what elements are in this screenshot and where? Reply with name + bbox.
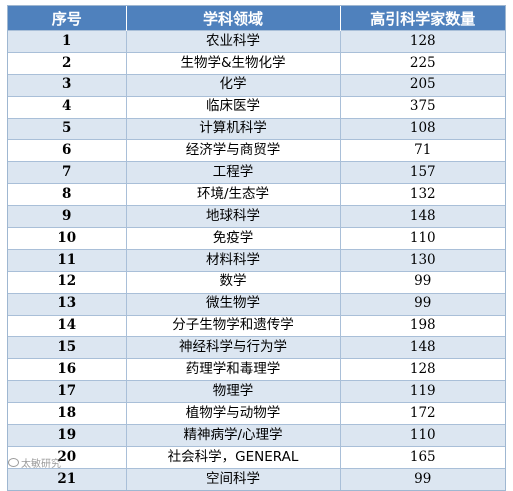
watermark-text: 太敏研究	[21, 459, 61, 470]
row-field-cell: 经济学与商贸学	[125, 139, 340, 162]
row-field-cell: 植物学与动物学	[125, 402, 340, 425]
row-index-cell: 17	[8, 380, 126, 403]
row-index-cell: 12	[8, 270, 126, 294]
header-field: 学科领域	[125, 6, 340, 31]
row-count-cell: 148	[339, 336, 505, 359]
row-field-cell: 分子生物学和遗传学	[125, 314, 340, 337]
row-field-cell: 地球科学	[125, 205, 340, 228]
table-row: 15 神经科学与行为学 148	[8, 336, 505, 359]
row-field-cell: 环境/生态学	[125, 183, 340, 206]
row-index-cell: 18	[8, 402, 126, 425]
row-index-cell: 21	[8, 467, 126, 490]
table-row: 10 免疫学 110	[8, 227, 505, 250]
row-count-cell: 375	[339, 95, 505, 119]
row-count-cell: 99	[339, 270, 505, 294]
row-index-cell: 11	[8, 248, 126, 272]
row-index-cell: 3	[8, 73, 126, 97]
table-row: 16 药理学和毒理学 128	[8, 358, 505, 381]
row-field-cell: 社会科学，GENERAL	[125, 445, 340, 469]
table-row: 21 空间科学 99	[8, 467, 505, 490]
row-index-cell: 19	[8, 424, 126, 447]
row-field-cell: 神经科学与行为学	[125, 336, 340, 359]
row-field-cell: 物理学	[125, 380, 340, 403]
row-field-cell: 农业科学	[125, 30, 340, 53]
table-row: 11 材料科学 130	[8, 248, 505, 272]
row-count-cell: 172	[339, 402, 505, 425]
row-field-cell: 免疫学	[125, 227, 340, 250]
row-count-cell: 128	[339, 358, 505, 381]
row-count-cell: 110	[339, 227, 505, 250]
row-field-cell: 药理学和毒理学	[125, 358, 340, 381]
row-index-cell: 1	[8, 30, 126, 53]
row-index-cell: 20	[8, 445, 126, 469]
row-count-cell: 165	[339, 445, 505, 469]
row-count-cell: 119	[339, 380, 505, 403]
table-row: 2 生物学&生物化学 225	[8, 51, 505, 75]
table-row: 19 精神病学/心理学 110	[8, 424, 505, 447]
row-index-cell: 15	[8, 336, 126, 359]
table-row: 6 经济学与商贸学 71	[8, 139, 505, 162]
table-row: 17 物理学 119	[8, 380, 505, 403]
watermark: 太敏研究	[8, 455, 61, 470]
row-count-cell: 132	[339, 183, 505, 206]
header-count: 高引科学家数量	[339, 6, 505, 31]
row-index-cell: 9	[8, 205, 126, 228]
scientist-table-container: 序号 学科领域 高引科学家数量 1 农业科学 128 2 生物学&生物化学 225 3 化学 2…	[7, 5, 506, 491]
row-count-cell: 99	[339, 467, 505, 490]
table-header-row: 序号 学科领域 高引科学家数量	[8, 6, 505, 31]
row-field-cell: 化学	[125, 73, 340, 97]
row-field-cell: 精神病学/心理学	[125, 424, 340, 447]
row-count-cell: 198	[339, 314, 505, 337]
table-row: 8 环境/生态学 132	[8, 183, 505, 206]
table-row: 18 植物学与动物学 172	[8, 402, 505, 425]
row-index-cell: 5	[8, 117, 126, 140]
weibo-icon	[8, 458, 19, 467]
table-row: 12 数学 99	[8, 270, 505, 294]
row-count-cell: 128	[339, 30, 505, 53]
row-field-cell: 计算机科学	[125, 117, 340, 140]
row-count-cell: 157	[339, 161, 505, 184]
row-count-cell: 130	[339, 248, 505, 272]
table-row: 3 化学 205	[8, 73, 505, 97]
table-row: 9 地球科学 148	[8, 205, 505, 228]
row-field-cell: 临床医学	[125, 95, 340, 119]
table-row: 7 工程学 157	[8, 161, 505, 184]
table-row: 20 社会科学，GENERAL 165	[8, 445, 505, 469]
row-field-cell: 数学	[125, 270, 340, 294]
table-row: 14 分子生物学和遗传学 198	[8, 314, 505, 337]
table-row: 1 农业科学 128	[8, 30, 505, 53]
row-field-cell: 材料科学	[125, 248, 340, 272]
table-row: 4 临床医学 375	[8, 95, 505, 119]
row-count-cell: 71	[339, 139, 505, 162]
row-count-cell: 110	[339, 424, 505, 447]
row-field-cell: 微生物学	[125, 292, 340, 316]
row-index-cell: 2	[8, 51, 126, 75]
row-index-cell: 13	[8, 292, 126, 316]
row-index-cell: 16	[8, 358, 126, 381]
row-count-cell: 205	[339, 73, 505, 97]
row-index-cell: 6	[8, 139, 126, 162]
row-count-cell: 225	[339, 51, 505, 75]
table-row: 5 计算机科学 108	[8, 117, 505, 140]
row-index-cell: 7	[8, 161, 126, 184]
row-count-cell: 99	[339, 292, 505, 316]
highly-cited-scientists-table: 序号 学科领域 高引科学家数量 1 农业科学 128 2 生物学&生物化学 225 3 化学 2…	[8, 6, 505, 490]
row-field-cell: 生物学&生物化学	[125, 51, 340, 75]
row-index-cell: 10	[8, 227, 126, 250]
row-field-cell: 工程学	[125, 161, 340, 184]
row-count-cell: 108	[339, 117, 505, 140]
row-index-cell: 14	[8, 314, 126, 337]
row-index-cell: 8	[8, 183, 126, 206]
table-row: 13 微生物学 99	[8, 292, 505, 316]
header-index: 序号	[8, 6, 126, 31]
row-field-cell: 空间科学	[125, 467, 340, 490]
row-index-cell: 4	[8, 95, 126, 119]
table-body: 1 农业科学 128 2 生物学&生物化学 225 3 化学 205 4 临床医学 375 5 计算机科学…	[8, 30, 505, 490]
row-count-cell: 148	[339, 205, 505, 228]
